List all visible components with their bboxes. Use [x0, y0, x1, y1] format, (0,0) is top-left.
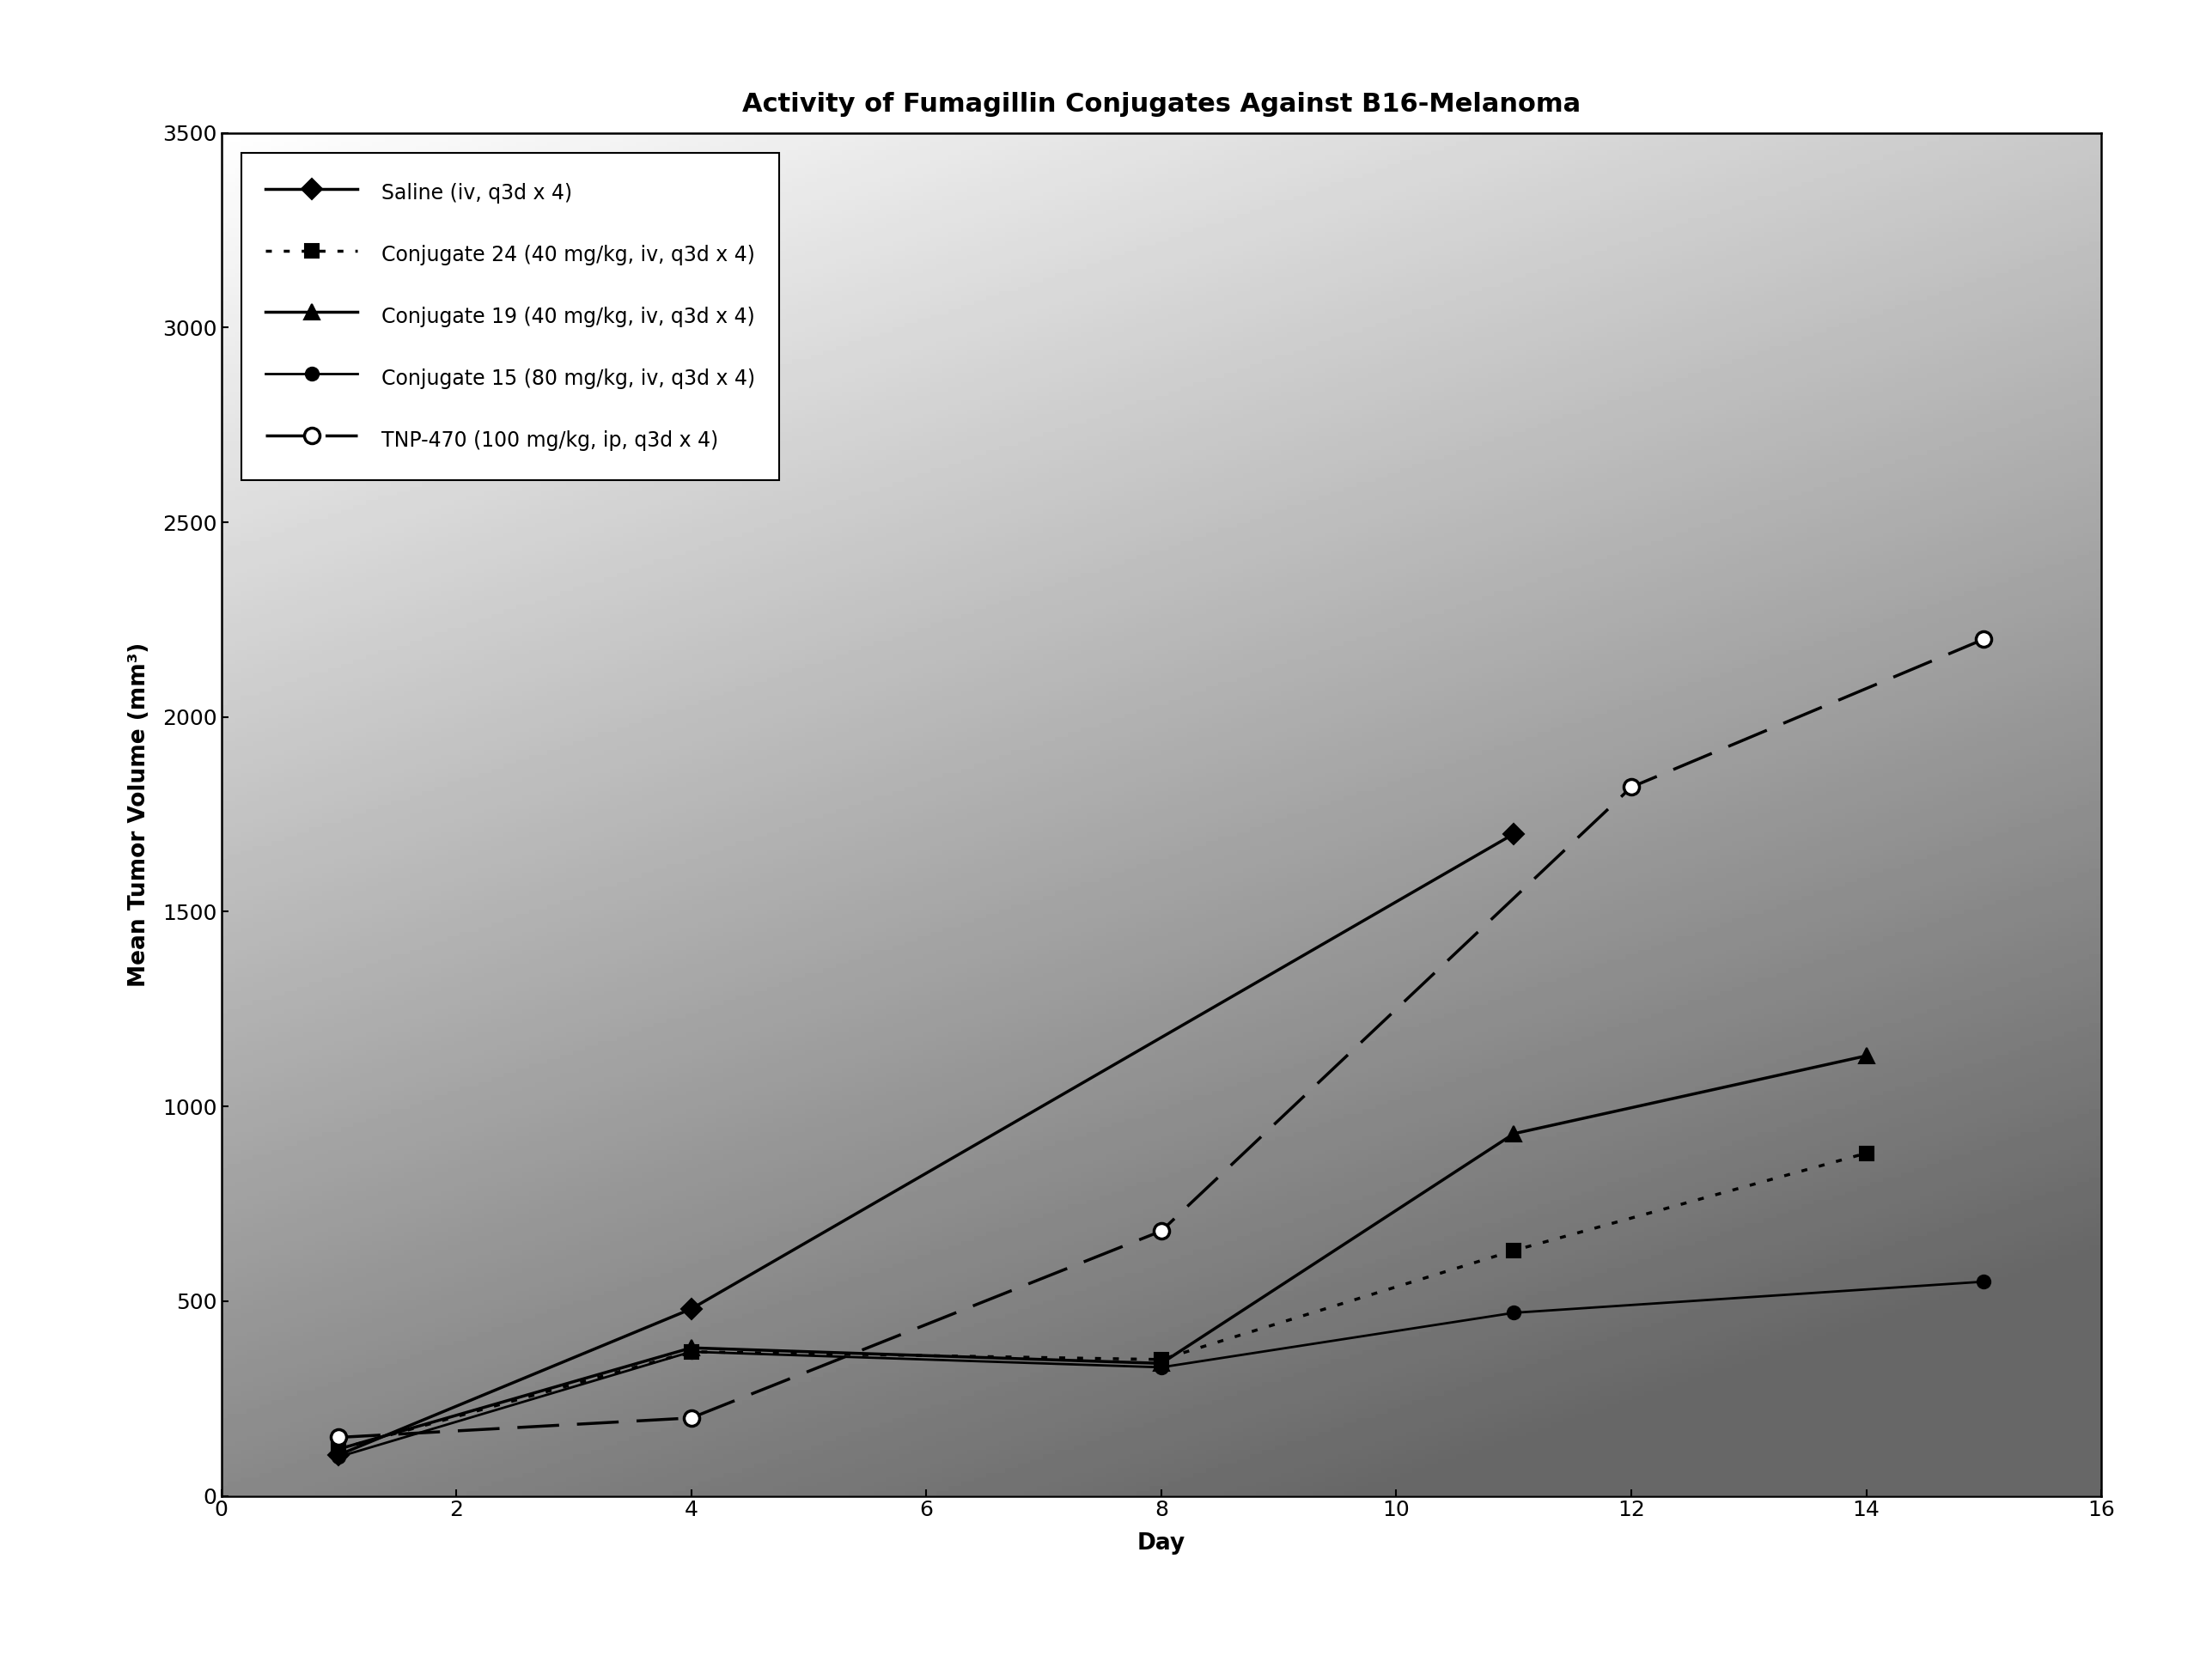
Conjugate 19 (40 mg/kg, iv, q3d x 4) — [325, 1439, 352, 1459]
Conjugate 15 (80 mg/kg, iv, q3d x 4) — [325, 1448, 352, 1468]
Line: Conjugate 24 (40 mg/kg, iv, q3d x 4): Conjugate 24 (40 mg/kg, iv, q3d x 4) — [332, 1147, 1874, 1456]
Y-axis label: Mean Tumor Volume (mm³): Mean Tumor Volume (mm³) — [128, 642, 150, 987]
Line: Conjugate 15 (80 mg/kg, iv, q3d x 4): Conjugate 15 (80 mg/kg, iv, q3d x 4) — [332, 1275, 1991, 1464]
Line: TNP-470 (100 mg/kg, ip, q3d x 4): TNP-470 (100 mg/kg, ip, q3d x 4) — [332, 632, 1991, 1446]
Saline (iv, q3d x 4) — [677, 1300, 703, 1320]
Line: Saline (iv, q3d x 4): Saline (iv, q3d x 4) — [332, 826, 1522, 1463]
Saline (iv, q3d x 4) — [1500, 824, 1526, 844]
Saline (iv, q3d x 4) — [325, 1444, 352, 1464]
Conjugate 19 (40 mg/kg, iv, q3d x 4) — [1500, 1124, 1526, 1143]
TNP-470 (100 mg/kg, ip, q3d x 4) — [325, 1428, 352, 1448]
Conjugate 15 (80 mg/kg, iv, q3d x 4) — [1500, 1303, 1526, 1323]
Title: Activity of Fumagillin Conjugates Against B16-Melanoma: Activity of Fumagillin Conjugates Agains… — [741, 91, 1582, 116]
TNP-470 (100 mg/kg, ip, q3d x 4) — [677, 1408, 703, 1428]
Conjugate 24 (40 mg/kg, iv, q3d x 4) — [1854, 1143, 1880, 1163]
Conjugate 24 (40 mg/kg, iv, q3d x 4) — [677, 1341, 703, 1361]
Line: Conjugate 19 (40 mg/kg, iv, q3d x 4): Conjugate 19 (40 mg/kg, iv, q3d x 4) — [332, 1049, 1874, 1458]
Conjugate 19 (40 mg/kg, iv, q3d x 4) — [677, 1338, 703, 1358]
Conjugate 15 (80 mg/kg, iv, q3d x 4) — [1971, 1271, 1997, 1291]
Conjugate 24 (40 mg/kg, iv, q3d x 4) — [1500, 1240, 1526, 1260]
Conjugate 15 (80 mg/kg, iv, q3d x 4) — [677, 1341, 703, 1361]
TNP-470 (100 mg/kg, ip, q3d x 4) — [1971, 630, 1997, 650]
Conjugate 19 (40 mg/kg, iv, q3d x 4) — [1854, 1045, 1880, 1065]
Conjugate 24 (40 mg/kg, iv, q3d x 4) — [1148, 1350, 1175, 1369]
Legend: Saline (iv, q3d x 4), Conjugate 24 (40 mg/kg, iv, q3d x 4), Conjugate 19 (40 mg/: Saline (iv, q3d x 4), Conjugate 24 (40 m… — [241, 153, 779, 480]
Conjugate 19 (40 mg/kg, iv, q3d x 4) — [1148, 1353, 1175, 1373]
TNP-470 (100 mg/kg, ip, q3d x 4) — [1619, 778, 1646, 798]
TNP-470 (100 mg/kg, ip, q3d x 4) — [1148, 1222, 1175, 1242]
Conjugate 24 (40 mg/kg, iv, q3d x 4) — [325, 1439, 352, 1459]
Conjugate 15 (80 mg/kg, iv, q3d x 4) — [1148, 1358, 1175, 1378]
X-axis label: Day: Day — [1137, 1532, 1186, 1556]
